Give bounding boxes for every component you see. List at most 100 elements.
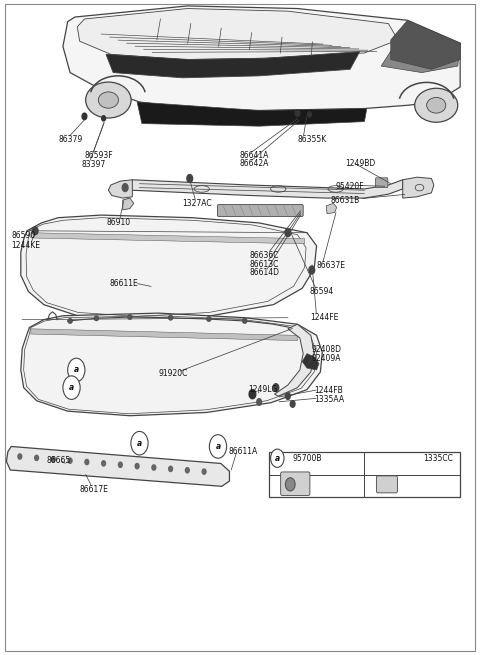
Polygon shape [6, 447, 229, 486]
Text: 1249LG: 1249LG [249, 385, 278, 394]
Circle shape [68, 358, 85, 382]
Polygon shape [391, 20, 460, 69]
Polygon shape [326, 203, 336, 214]
Circle shape [185, 468, 189, 473]
Polygon shape [137, 102, 367, 126]
FancyBboxPatch shape [269, 452, 460, 497]
FancyBboxPatch shape [217, 204, 303, 216]
Polygon shape [275, 324, 314, 396]
Polygon shape [128, 179, 403, 198]
Text: 86611A: 86611A [229, 447, 258, 456]
Circle shape [51, 457, 55, 462]
Ellipse shape [98, 92, 119, 108]
Text: 86641A: 86641A [239, 151, 268, 160]
Circle shape [271, 449, 284, 468]
Ellipse shape [427, 98, 446, 113]
Text: 95700B: 95700B [292, 454, 322, 462]
Text: a: a [137, 439, 142, 447]
Circle shape [102, 460, 106, 466]
Polygon shape [31, 233, 305, 244]
Ellipse shape [68, 318, 72, 324]
Text: 86611E: 86611E [110, 279, 139, 288]
Text: a: a [275, 454, 280, 462]
Text: a: a [74, 365, 79, 375]
Polygon shape [21, 215, 317, 320]
Circle shape [290, 401, 295, 407]
Text: 86593F: 86593F [84, 151, 113, 160]
Text: 86910: 86910 [107, 218, 131, 227]
Polygon shape [108, 179, 132, 198]
Text: 92408D: 92408D [312, 345, 342, 354]
Polygon shape [21, 313, 323, 416]
Text: 95420F: 95420F [336, 182, 364, 191]
Circle shape [286, 393, 290, 400]
Text: 1249BD: 1249BD [345, 159, 375, 168]
Text: 83397: 83397 [81, 160, 105, 168]
Circle shape [168, 466, 172, 472]
Circle shape [273, 384, 279, 392]
Text: 86379: 86379 [58, 136, 83, 144]
Circle shape [82, 113, 87, 120]
Circle shape [249, 390, 256, 399]
Circle shape [202, 469, 206, 474]
Text: 86642A: 86642A [239, 159, 268, 168]
Polygon shape [403, 177, 434, 198]
Circle shape [63, 376, 80, 400]
Polygon shape [381, 40, 460, 73]
Circle shape [286, 478, 295, 491]
Ellipse shape [94, 316, 99, 321]
Polygon shape [302, 354, 319, 370]
Circle shape [122, 183, 128, 191]
Text: a: a [216, 442, 220, 451]
FancyBboxPatch shape [375, 178, 388, 187]
Polygon shape [106, 52, 360, 78]
Text: 1327AC: 1327AC [182, 199, 212, 208]
Ellipse shape [128, 314, 132, 320]
Circle shape [209, 435, 227, 458]
FancyBboxPatch shape [281, 472, 310, 495]
Text: 91920C: 91920C [158, 369, 188, 378]
Circle shape [102, 116, 106, 121]
Text: 86613C: 86613C [250, 259, 279, 269]
Text: 1244FE: 1244FE [310, 313, 338, 322]
Circle shape [295, 110, 300, 117]
FancyBboxPatch shape [376, 476, 397, 493]
Circle shape [18, 454, 22, 459]
Ellipse shape [168, 315, 173, 320]
Circle shape [135, 464, 139, 469]
Text: 86617E: 86617E [80, 485, 108, 494]
Polygon shape [123, 198, 134, 210]
Circle shape [131, 432, 148, 455]
Circle shape [257, 399, 262, 405]
Ellipse shape [85, 82, 131, 118]
Text: 86636C: 86636C [250, 251, 279, 260]
Text: 1244FB: 1244FB [314, 386, 343, 396]
Circle shape [285, 229, 291, 236]
Text: 86637E: 86637E [317, 261, 346, 270]
Text: 86590: 86590 [11, 231, 36, 240]
Circle shape [119, 462, 122, 468]
Circle shape [309, 266, 315, 274]
Text: 92409A: 92409A [312, 354, 341, 363]
Text: 86355K: 86355K [298, 135, 327, 143]
Polygon shape [63, 6, 460, 111]
Circle shape [308, 112, 312, 117]
Circle shape [187, 174, 192, 182]
Circle shape [68, 458, 72, 463]
Circle shape [35, 455, 38, 460]
Circle shape [152, 465, 156, 470]
Ellipse shape [242, 318, 247, 324]
Text: 86665: 86665 [46, 456, 71, 464]
Text: 1335CC: 1335CC [424, 454, 454, 462]
Text: 86594: 86594 [310, 287, 334, 296]
Text: 86631B: 86631B [331, 196, 360, 204]
Polygon shape [77, 9, 398, 60]
Ellipse shape [415, 88, 458, 122]
Text: 1335AA: 1335AA [314, 395, 344, 404]
Text: 1244KE: 1244KE [11, 241, 40, 250]
Circle shape [85, 459, 89, 464]
Polygon shape [31, 329, 298, 341]
Ellipse shape [206, 316, 211, 322]
Circle shape [32, 227, 38, 234]
Text: a: a [69, 383, 74, 392]
